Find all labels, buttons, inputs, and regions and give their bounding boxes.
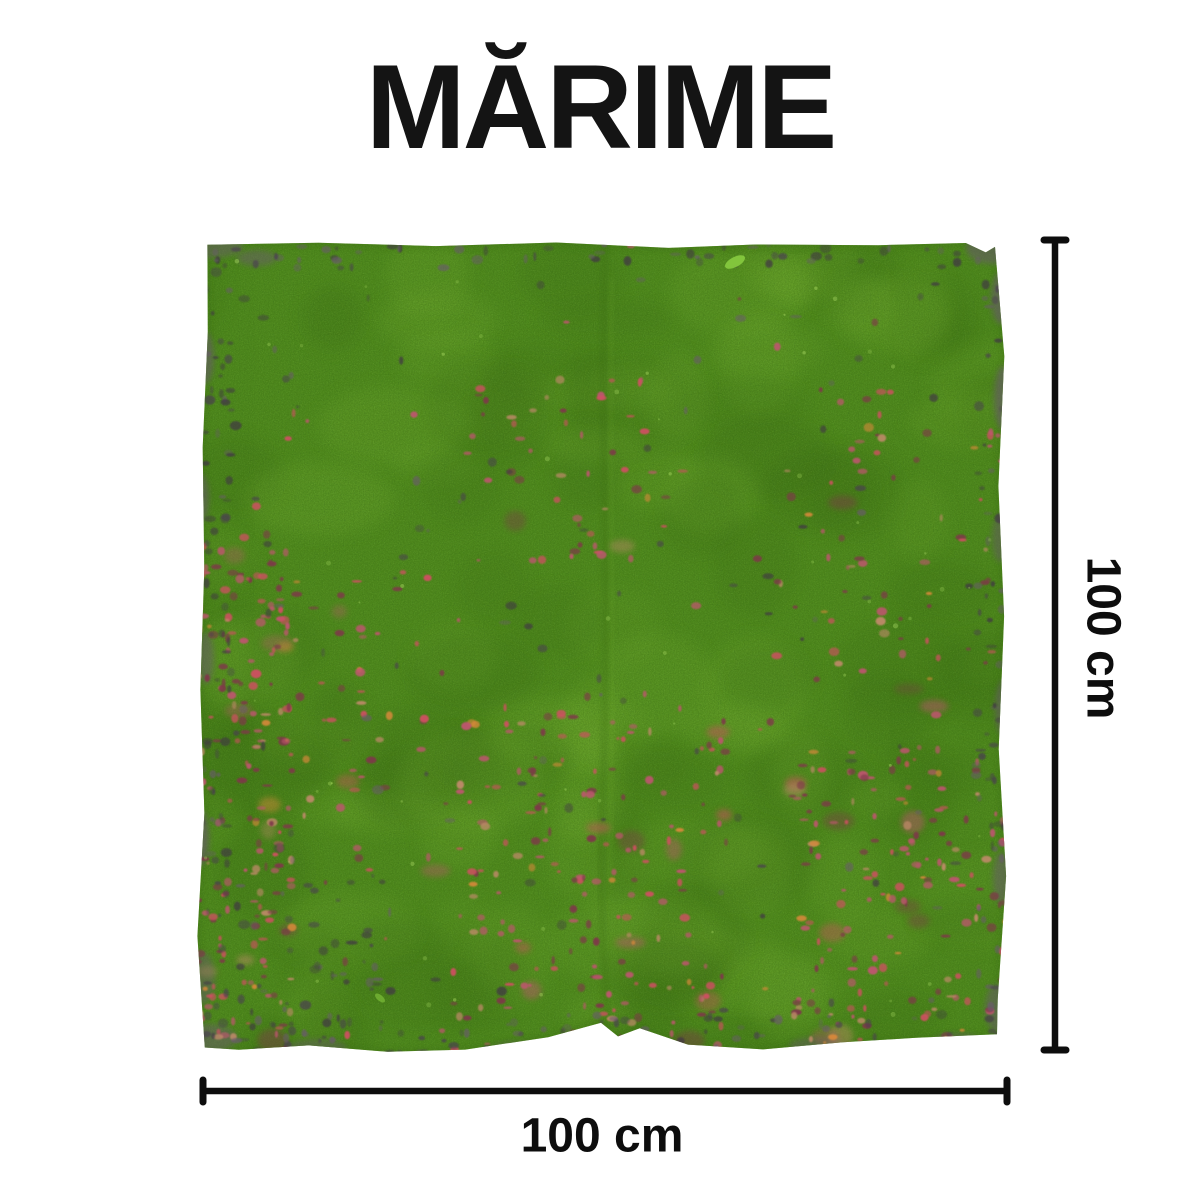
moss-mat-image xyxy=(197,242,1007,1052)
width-dimension-line xyxy=(199,1076,1011,1106)
product-image xyxy=(197,238,1010,1055)
height-dimension-label: 100 cm xyxy=(1076,556,1130,720)
page-title: MĂRIME xyxy=(365,40,838,174)
height-dimension-line xyxy=(1040,236,1070,1054)
width-dimension-label: 100 cm xyxy=(520,1109,684,1163)
